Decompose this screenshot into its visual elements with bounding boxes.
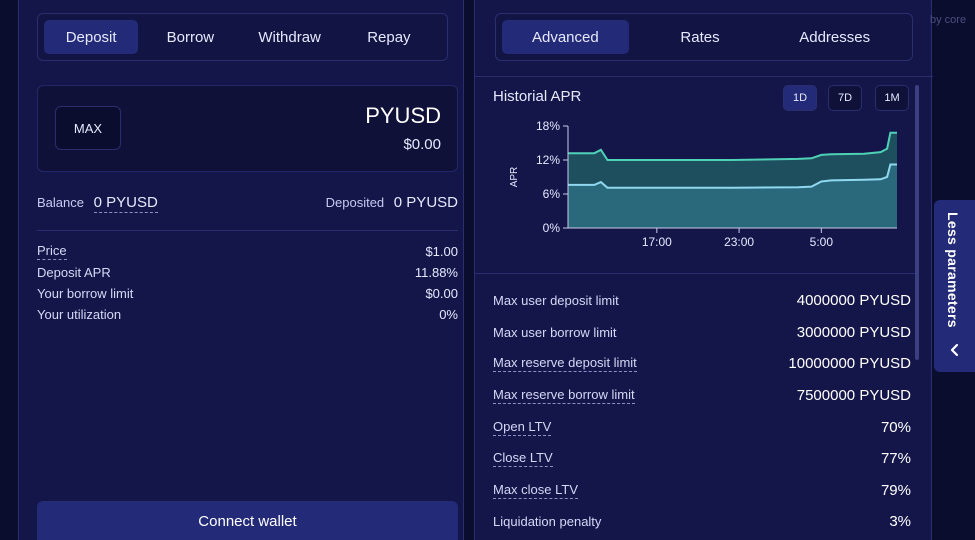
tab-deposit[interactable]: Deposit <box>44 20 139 54</box>
deposited-label: Deposited <box>325 195 385 210</box>
y-axis-label: APR <box>509 167 520 188</box>
param-value: 7500000 PYUSD <box>796 387 911 405</box>
token-usd-value: $0.00 <box>403 136 441 153</box>
param-value: 11.88% <box>414 265 458 280</box>
balance-row: Balance 0 PYUSD Deposited 0 PYUSD <box>37 191 458 213</box>
param-borrow-limit: Your borrow limit $0.00 <box>37 283 458 304</box>
param-label: Liquidation penalty <box>493 514 602 530</box>
apr-chart: 0% 6% 12% 18% 17:00 23:00 5:00 APR <box>509 119 897 249</box>
range-7d-button[interactable]: 7D <box>828 85 862 111</box>
chevron-left-icon <box>950 343 959 357</box>
x-tick-label: 17:00 <box>642 235 672 249</box>
param-value: 3000000 PYUSD <box>796 323 911 341</box>
param-label: Your borrow limit <box>37 286 134 301</box>
param-value: 79% <box>880 481 911 499</box>
tab-borrow[interactable]: Borrow <box>166 28 215 46</box>
param-label: Max user borrow limit <box>493 324 617 340</box>
tab-rates[interactable]: Rates <box>680 28 720 46</box>
deposit-tabs: Deposit Borrow Withdraw Repay <box>37 13 448 61</box>
deposited-value: 0 PYUSD <box>393 194 458 211</box>
chart-title: Historial APR <box>493 88 582 105</box>
y-tick-label: 0% <box>543 221 561 235</box>
tab-withdraw[interactable]: Withdraw <box>258 28 321 46</box>
tab-advanced[interactable]: Advanced <box>502 20 629 54</box>
x-tick-label: 5:00 <box>810 235 834 249</box>
deposit-panel: Deposit Borrow Withdraw Repay MAX PYUSD … <box>18 0 464 540</box>
range-1d-button[interactable]: 1D <box>783 85 817 111</box>
param-label: Deposit APR <box>37 265 111 280</box>
param-value: 4000000 PYUSD <box>796 292 911 310</box>
param-value: 0% <box>439 307 458 322</box>
param-liquidation-penalty: Liquidation penalty 3% <box>493 506 911 538</box>
param-label: Your utilization <box>37 307 122 322</box>
param-max-reserve-deposit: Max reserve deposit limit 10000000 PYUSD <box>493 348 911 380</box>
amount-input-box[interactable]: MAX PYUSD $0.00 <box>37 85 458 172</box>
advanced-tabs: Advanced Rates Addresses <box>495 13 913 61</box>
range-1m-button[interactable]: 1M <box>875 85 909 111</box>
position-params: Price $1.00 Deposit APR 11.88% Your borr… <box>37 241 458 325</box>
corner-watermark-text: by core <box>930 14 967 26</box>
param-value: $1.00 <box>425 244 458 259</box>
param-open-ltv: Open LTV 70% <box>493 411 911 443</box>
balance-value[interactable]: 0 PYUSD <box>93 194 158 213</box>
chart-line-borrow <box>568 131 897 161</box>
chart-area-lower <box>568 164 897 228</box>
advanced-panel: Advanced Rates Addresses Historial APR 1… <box>474 0 933 540</box>
chart-line-deposit <box>568 163 897 189</box>
balance-label: Balance <box>37 195 84 210</box>
divider <box>37 230 458 231</box>
tab-repay[interactable]: Repay <box>367 28 411 46</box>
param-max-reserve-borrow: Max reserve borrow limit 7500000 PYUSD <box>493 380 911 412</box>
max-button[interactable]: MAX <box>55 106 121 150</box>
y-tick-label: 18% <box>536 119 560 133</box>
less-parameters-tab[interactable]: Less parameters <box>934 200 975 372</box>
divider <box>475 273 915 274</box>
y-tick-label: 6% <box>543 187 561 201</box>
param-close-ltv: Close LTV 77% <box>493 443 911 475</box>
token-name: PYUSD <box>365 103 441 128</box>
param-label: Max user deposit limit <box>493 293 619 309</box>
param-max-close-ltv: Max close LTV 79% <box>493 475 911 507</box>
param-label[interactable]: Close LTV <box>493 450 553 468</box>
tab-addresses[interactable]: Addresses <box>799 28 871 46</box>
param-label[interactable]: Max reserve deposit limit <box>493 355 637 373</box>
param-label[interactable]: Price <box>37 243 67 260</box>
param-price: Price $1.00 <box>37 241 458 262</box>
param-label[interactable]: Open LTV <box>493 418 552 436</box>
reserve-params: Max user deposit limit 4000000 PYUSD Max… <box>493 285 911 538</box>
param-label[interactable]: Max close LTV <box>493 481 579 499</box>
param-value: $0.00 <box>425 286 458 301</box>
x-tick-label: 23:00 <box>724 235 754 249</box>
param-label[interactable]: Max reserve borrow limit <box>493 387 635 405</box>
param-max-user-borrow: Max user borrow limit 3000000 PYUSD <box>493 317 911 349</box>
divider <box>475 76 933 77</box>
param-value: 10000000 PYUSD <box>788 355 911 373</box>
param-deposit-apr: Deposit APR 11.88% <box>37 262 458 283</box>
param-max-user-deposit: Max user deposit limit 4000000 PYUSD <box>493 285 911 317</box>
less-parameters-label: Less parameters <box>945 212 961 328</box>
param-utilization: Your utilization 0% <box>37 304 458 325</box>
y-tick-label: 12% <box>536 153 560 167</box>
param-value: 3% <box>889 513 911 531</box>
connect-wallet-button[interactable]: Connect wallet <box>37 501 458 540</box>
param-value: 70% <box>880 418 911 436</box>
panel-scrollbar[interactable] <box>915 85 919 360</box>
param-value: 77% <box>880 450 911 468</box>
